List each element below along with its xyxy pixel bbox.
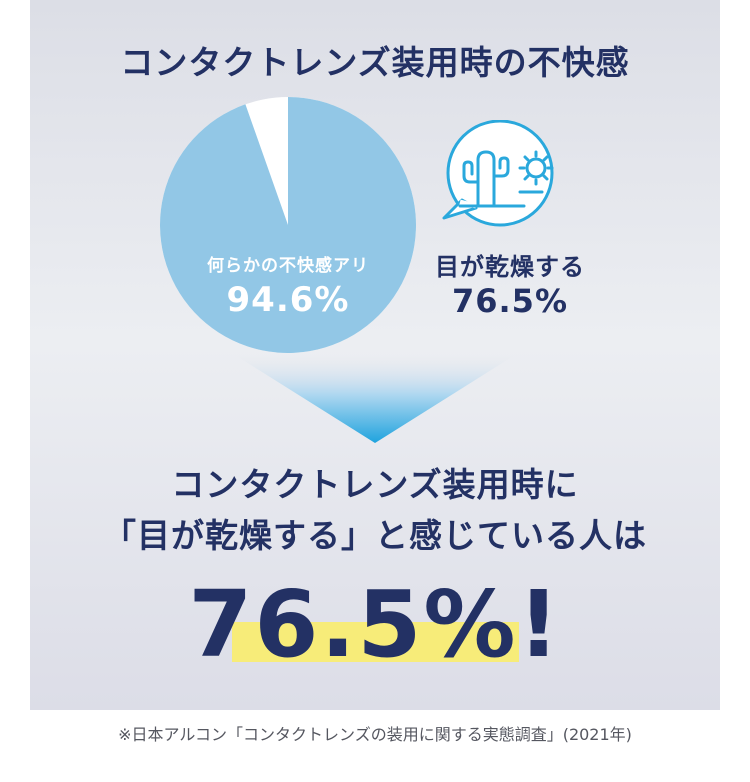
source-footnote: ※日本アルコン「コンタクトレンズの装用に関する実態調査」(2021年)	[118, 725, 632, 744]
cactus-sun-icon	[430, 119, 570, 230]
down-arrow-icon	[235, 355, 515, 445]
result-text-line1: コンタクトレンズ装用時に	[171, 465, 579, 504]
number-highlight	[232, 622, 519, 662]
pie-label: 何らかの不快感アリ	[207, 256, 369, 276]
pie-chart	[160, 97, 416, 353]
pie-main-slice	[160, 97, 416, 353]
dry-eye-value: 76.5%	[451, 282, 568, 320]
dry-eye-label: 目が乾燥する	[435, 253, 585, 281]
big-percentage: 76.5%!	[188, 571, 562, 678]
result-text-line2: 「目が乾燥する」と感じている人は	[103, 516, 647, 555]
page-title: コンタクトレンズ装用時の不快感	[120, 43, 630, 82]
pie-value: 94.6%	[226, 280, 350, 320]
